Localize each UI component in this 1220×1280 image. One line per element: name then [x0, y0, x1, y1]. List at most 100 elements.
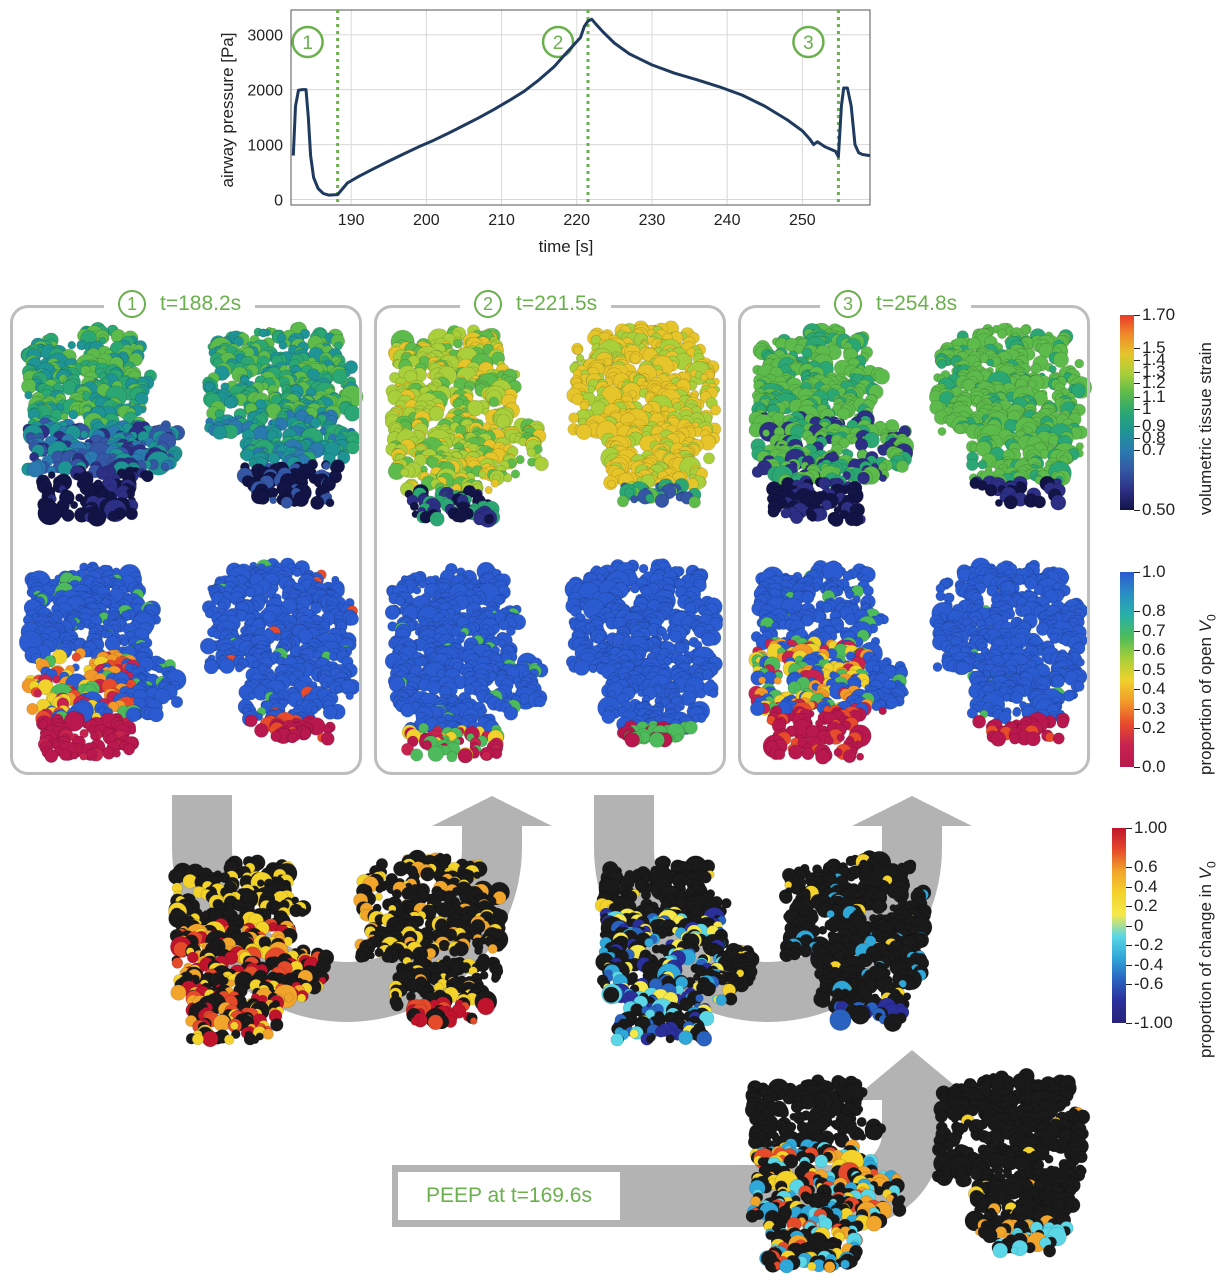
colorbar-tick-mark — [1126, 886, 1132, 888]
colorbar-tick-label: -1.00 — [1134, 1013, 1173, 1032]
colorbar-tick-label: 0.4 — [1142, 679, 1166, 698]
colorbar-tick-label: 1 — [1142, 398, 1152, 418]
change-colorbar — [1112, 828, 1126, 1023]
time-marker-circle — [541, 25, 575, 59]
x-tick-label: 220 — [563, 212, 590, 229]
x-tick-label: 230 — [639, 212, 666, 229]
panel-3-frame — [738, 305, 1090, 775]
lung-strain-3a — [748, 322, 915, 527]
panel-1-frame — [10, 305, 362, 775]
time-marker-label: 3 — [803, 33, 814, 54]
panel-2-number: 2 — [474, 290, 502, 318]
colorbar-tick-mark — [1134, 408, 1140, 410]
lung-open-2b — [564, 558, 724, 748]
colorbar-tick-mark — [1134, 708, 1140, 710]
colorbar-tick-mark — [1126, 828, 1132, 829]
peep-label: PEEP at t=169.6s — [398, 1172, 620, 1220]
panel-2-title: 2 t=221.5s — [460, 290, 612, 318]
open-colorbar-title: proportion of open V0 — [1196, 614, 1218, 775]
change-colorbar-title: proportion of change in V0 — [1196, 861, 1218, 1058]
colorbar-tick-label: 1.00 — [1134, 818, 1168, 837]
colorbar-tick-label: 0.6 — [1142, 640, 1166, 659]
colorbar-tick-label: 1.1 — [1142, 386, 1166, 406]
y-tick-label: 2000 — [247, 83, 283, 100]
change-title-var: V — [1196, 868, 1215, 880]
open-title-main: proportion of open — [1196, 632, 1215, 775]
colorbar-tick-label: 0.50 — [1142, 500, 1176, 519]
lung-renderings — [18, 320, 1092, 1274]
colorbar-tick-mark — [1126, 964, 1132, 966]
lung-open-3b — [929, 557, 1089, 747]
y-tick-label: 0 — [274, 193, 283, 210]
colorbar-tick-mark — [1134, 359, 1140, 361]
colorbar-tick-mark — [1134, 426, 1140, 428]
panel-3-time: t=254.8s — [876, 292, 958, 315]
time-marker-label: 1 — [302, 33, 313, 54]
chart-y-axis-label: airway pressure [Pa] — [218, 33, 237, 188]
colorbar-tick-mark — [1134, 437, 1140, 439]
colorbar-tick-label: 0.7 — [1142, 439, 1166, 459]
panel-1-number: 1 — [118, 290, 146, 318]
open-title-sub: 0 — [1204, 614, 1219, 621]
colorbar-tick-label: 0.9 — [1142, 416, 1166, 436]
lung-change-peep-a — [744, 1074, 907, 1274]
lung-open-2a — [384, 561, 549, 764]
colorbar-tick-label: 0.8 — [1142, 601, 1166, 620]
strain-colorbar — [1120, 315, 1134, 510]
time-marker-circle — [291, 25, 324, 59]
colorbar-tick-label: 0.2 — [1134, 896, 1158, 915]
colorbar-tick-label: 1.4 — [1142, 349, 1166, 369]
transition-arrow-head — [432, 796, 552, 826]
colorbar-tick-mark — [1134, 449, 1140, 451]
time-marker-label: 2 — [553, 33, 564, 54]
lung-strain-1b — [202, 321, 364, 510]
colorbar-tick-mark — [1134, 767, 1140, 768]
strain-colorbar-title: volumetric tissue strain — [1196, 342, 1215, 515]
panel-1-title: 1 t=188.2s — [104, 290, 256, 318]
panel-1-time: t=188.2s — [160, 292, 242, 315]
colorbar-tick-mark — [1134, 396, 1140, 398]
open-colorbar — [1120, 572, 1134, 767]
colorbar-tick-label: -0.6 — [1134, 974, 1164, 993]
colorbar-tick-mark — [1126, 867, 1132, 868]
lung-change-1b — [353, 849, 510, 1031]
colorbar-tick-mark — [1134, 572, 1140, 573]
colorbar-tick-label: 1.2 — [1142, 373, 1166, 393]
lung-strain-3b — [928, 322, 1092, 511]
colorbar-tick-label: 0.2 — [1142, 718, 1166, 737]
x-tick-label: 190 — [338, 212, 365, 229]
colorbar-tick-mark — [1134, 630, 1140, 632]
colorbar-tick-mark — [1134, 315, 1140, 316]
colorbar-tick-mark — [1134, 510, 1140, 511]
lung-change-1a — [168, 854, 335, 1048]
colorbar-tick-mark — [1134, 689, 1140, 690]
x-tick-label: 240 — [714, 212, 741, 229]
colorbar-tick-label: 1.0 — [1142, 562, 1166, 581]
colorbar-tick-mark — [1126, 945, 1132, 946]
lung-open-1b — [199, 557, 361, 746]
x-tick-label: 200 — [413, 212, 440, 229]
colorbar-tick-mark — [1134, 348, 1140, 350]
colorbar-tick-mark — [1134, 383, 1140, 385]
pressure-chart: 190 200 210 220 230 240 250 0 1000 2000 3000 1 2 3 t… — [218, 9, 871, 256]
colorbar-tick-mark — [1134, 669, 1140, 671]
x-tick-label: 210 — [488, 212, 515, 229]
lung-change-2b — [778, 850, 933, 1033]
colorbar-tick-mark — [1126, 906, 1132, 907]
lung-strain-1a — [20, 322, 186, 527]
colorbar-tick-label: 1.70 — [1142, 305, 1176, 324]
chart-markers: 1 2 3 — [291, 10, 840, 205]
y-tick-label: 1000 — [247, 138, 283, 155]
chart-series — [291, 17, 871, 197]
colorbar-tick-mark — [1126, 984, 1132, 985]
lung-strain-2b — [566, 320, 722, 509]
lung-open-1a — [18, 561, 187, 763]
colorbar-tick-label: 0.8 — [1142, 427, 1166, 447]
transition-arrow-head — [852, 796, 972, 826]
colorbar-tick-label: 0.6 — [1134, 857, 1158, 876]
change-title-sub: 0 — [1204, 861, 1219, 869]
panel-2-frame — [374, 305, 726, 775]
chart-grid — [291, 10, 870, 205]
x-tick-label: 250 — [789, 212, 816, 229]
colorbar-tick-label: 1.5 — [1142, 338, 1166, 358]
